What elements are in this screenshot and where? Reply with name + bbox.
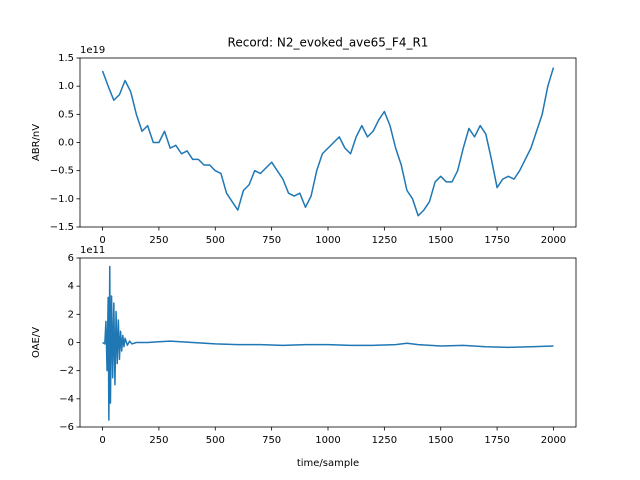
x-tick-label: 0 <box>99 235 105 246</box>
x-tick-label: 1000 <box>315 235 340 246</box>
y-tick-label: −4 <box>59 394 74 405</box>
x-tick-label: 2000 <box>541 235 566 246</box>
axes-frame <box>79 57 577 228</box>
y-tick-label: −0.5 <box>50 166 74 177</box>
y-tick-label: 0 <box>68 338 74 349</box>
x-tick-label: 1250 <box>372 435 397 446</box>
y-tick-label: −6 <box>59 422 74 433</box>
x-tick-label: 2000 <box>541 435 566 446</box>
x-tick-label: 1500 <box>428 435 453 446</box>
offset-text: 1e11 <box>80 245 105 256</box>
x-tick-label: 750 <box>262 435 281 446</box>
x-tick-label: 500 <box>206 235 225 246</box>
x-tick-label: 1750 <box>484 435 509 446</box>
data-line <box>101 67 555 217</box>
x-tick-label: 1750 <box>484 235 509 246</box>
y-tick-label: 1.5 <box>58 53 74 64</box>
y-axis-label: ABR/nV <box>31 124 42 161</box>
y-tick-label: 0.5 <box>58 109 74 120</box>
y-tick-label: 4 <box>68 281 74 292</box>
x-tick-label: 500 <box>206 435 225 446</box>
y-tick-label: 1.0 <box>58 81 74 92</box>
y-tick-label: −1.5 <box>50 222 74 233</box>
x-tick-label: 250 <box>149 235 168 246</box>
axes-frame <box>79 257 577 428</box>
y-tick-label: −1.0 <box>50 194 74 205</box>
x-tick-label: 1500 <box>428 235 453 246</box>
y-tick-label: 2 <box>68 309 74 320</box>
x-tick-label: 0 <box>99 435 105 446</box>
data-line <box>102 265 554 421</box>
y-axis-label: OAE/V <box>31 327 42 358</box>
x-axis-label: time/sample <box>297 458 359 469</box>
y-tick-label: 6 <box>68 253 74 264</box>
offset-text: 1e19 <box>80 45 105 56</box>
x-tick-label: 750 <box>262 235 281 246</box>
x-tick-label: 1250 <box>372 235 397 246</box>
y-tick-label: 0.0 <box>58 138 74 149</box>
x-tick-label: 250 <box>149 435 168 446</box>
x-tick-label: 1000 <box>315 435 340 446</box>
chart-title: Record: N2_evoked_ave65_F4_R1 <box>228 36 429 50</box>
y-tick-label: −2 <box>59 366 74 377</box>
